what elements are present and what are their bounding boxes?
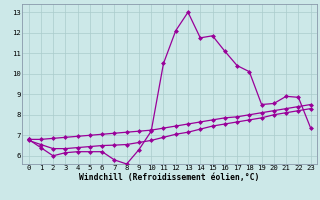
X-axis label: Windchill (Refroidissement éolien,°C): Windchill (Refroidissement éolien,°C) xyxy=(79,173,260,182)
